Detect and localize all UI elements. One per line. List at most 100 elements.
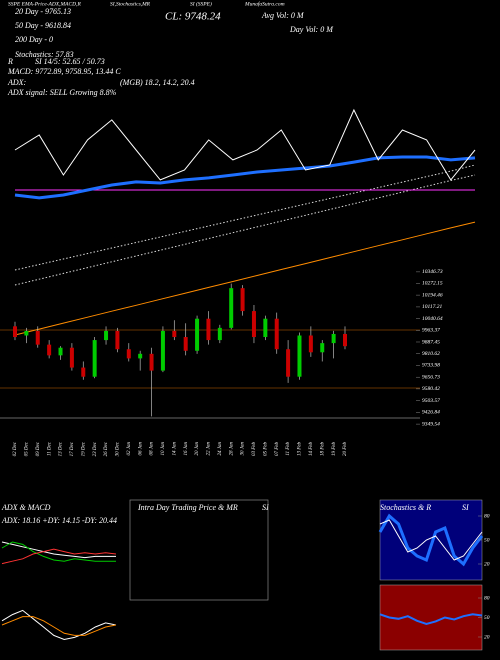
panel-frame [129,499,269,601]
candle-body [229,288,234,328]
panel-title: ADX & MACD [1,503,51,512]
x-tick-label: 02 Jan [127,442,132,456]
panel-background [379,584,483,651]
x-tick-label: 05 Feb [263,442,268,457]
y-tick-label: 9887.45 [422,338,440,345]
line-series [14,164,476,271]
y-tick-label: 9426.84 [422,409,440,416]
line-series [379,613,483,626]
candle-body [149,353,154,371]
annotation: MACD: 9772.89, 9758.95, 13.44 C [7,67,121,76]
line-series [1,548,117,565]
x-tick-label: 08 Jan [150,442,155,456]
x-tick-label: 28 Jan [229,442,234,456]
line-series [1,541,116,562]
y-tick-label: 10272.15 [422,281,443,287]
x-tick-label: 11 Feb [286,442,291,456]
y-tick-label: 10040.64 [422,315,443,322]
panel-background [379,499,483,581]
x-tick-label: 20 Jan [195,442,200,456]
annotation: (MGB) 18.2, 14.2, 20.4 [120,78,195,87]
annotation: ADX signal: SELL Growing 8.8% [7,88,117,97]
annotation: 200 Day - 0 [15,35,53,44]
candle-body [251,311,256,338]
candle-body [47,344,52,356]
line-series [14,221,476,336]
x-tick-label: 14 Feb [309,442,314,457]
annotation: CL: 9748.24 [165,11,221,23]
x-tick-label: 20 Feb [343,442,348,457]
x-tick-label: 13 Feb [298,442,303,457]
candle-body [160,330,165,371]
y-tick-label: 9810.62 [422,351,440,357]
panel-title: SI [462,503,469,512]
annotation: SI (SSPE) [190,0,212,7]
candle-body [286,349,291,377]
y-tick-label: 9963.37 [422,328,440,334]
candle-body [195,318,200,351]
y-tick-label: 80 [484,595,490,601]
annotation: R [7,57,13,66]
candle-body [320,343,325,353]
y-tick-label: 50 [484,615,490,621]
line-series [1,616,117,636]
x-tick-label: 16 Jan [184,442,189,456]
panel-title: Stochastics & R [380,503,431,512]
x-tick-label: 09 Dec [36,441,41,456]
x-tick-label: 30 Dec [116,441,121,456]
candle-body [126,349,131,359]
x-tick-label: 24 Jan [218,442,223,456]
candle-body [69,347,74,368]
annotation: Avg Vol: 0 M [261,11,305,20]
candle-body [274,318,279,350]
x-tick-label: 06 Jan [138,442,143,456]
candle-body [263,318,268,338]
y-tick-label: 9656.73 [422,374,440,380]
candle-body [115,330,120,350]
y-tick-label: 10346.73 [422,268,443,275]
line-series [14,155,476,200]
line-series [1,609,117,641]
x-tick-label: 11 Dec [47,441,52,456]
x-tick-label: 19 Dec [81,441,86,456]
x-tick-label: 30 Jan [241,442,246,456]
annotation: SSPE EMA-Price-ADX,MACD,R [8,1,81,7]
annotation: Day Vol: 0 M [289,25,334,34]
candle-body [343,333,347,347]
x-tick-label: 07 Feb [275,442,280,457]
y-tick-label: 10117.21 [422,304,442,310]
line-series [1,541,116,559]
y-tick-label: 20 [484,561,490,567]
candle-body [240,288,245,312]
x-tick-label: 05 Dec [25,441,30,456]
panel-title: SI [262,503,269,512]
annotation: SI,Stochastics,MR [110,1,151,7]
y-tick-label: 50 [484,537,490,543]
x-tick-label: 03 Feb [252,442,257,457]
panel-subtitle: ADX: 18.16 +DY: 14.15 -DY: 20.44 [1,516,117,525]
candle-body [24,330,29,336]
annotation: 50 Day - 9618.84 [15,21,71,30]
y-tick-label: 9503.57 [422,398,440,404]
candle-body [58,347,63,356]
candle-body [92,340,97,377]
x-tick-label: 13 Dec [59,441,64,456]
candle-body [35,330,40,345]
candle-body [217,327,222,341]
y-tick-label: 9349.54 [422,420,440,427]
panel-title: Intra Day Trading Price & MR [137,503,238,512]
y-tick-label: 10194.46 [422,291,443,298]
candle-body [104,330,109,341]
y-tick-label: 9580.42 [422,385,440,392]
candle-body [13,326,17,338]
x-tick-label: 02 Dec [13,441,18,456]
y-tick-label: 20 [484,634,490,640]
x-tick-label: 17 Dec [70,441,75,456]
line-series [379,519,483,561]
annotation: Stochastics: 57.83 [15,50,74,59]
annotation: 20 Day - 9765.13 [15,7,71,16]
x-tick-label: 19 Feb [332,442,337,457]
candle-body [183,337,188,351]
